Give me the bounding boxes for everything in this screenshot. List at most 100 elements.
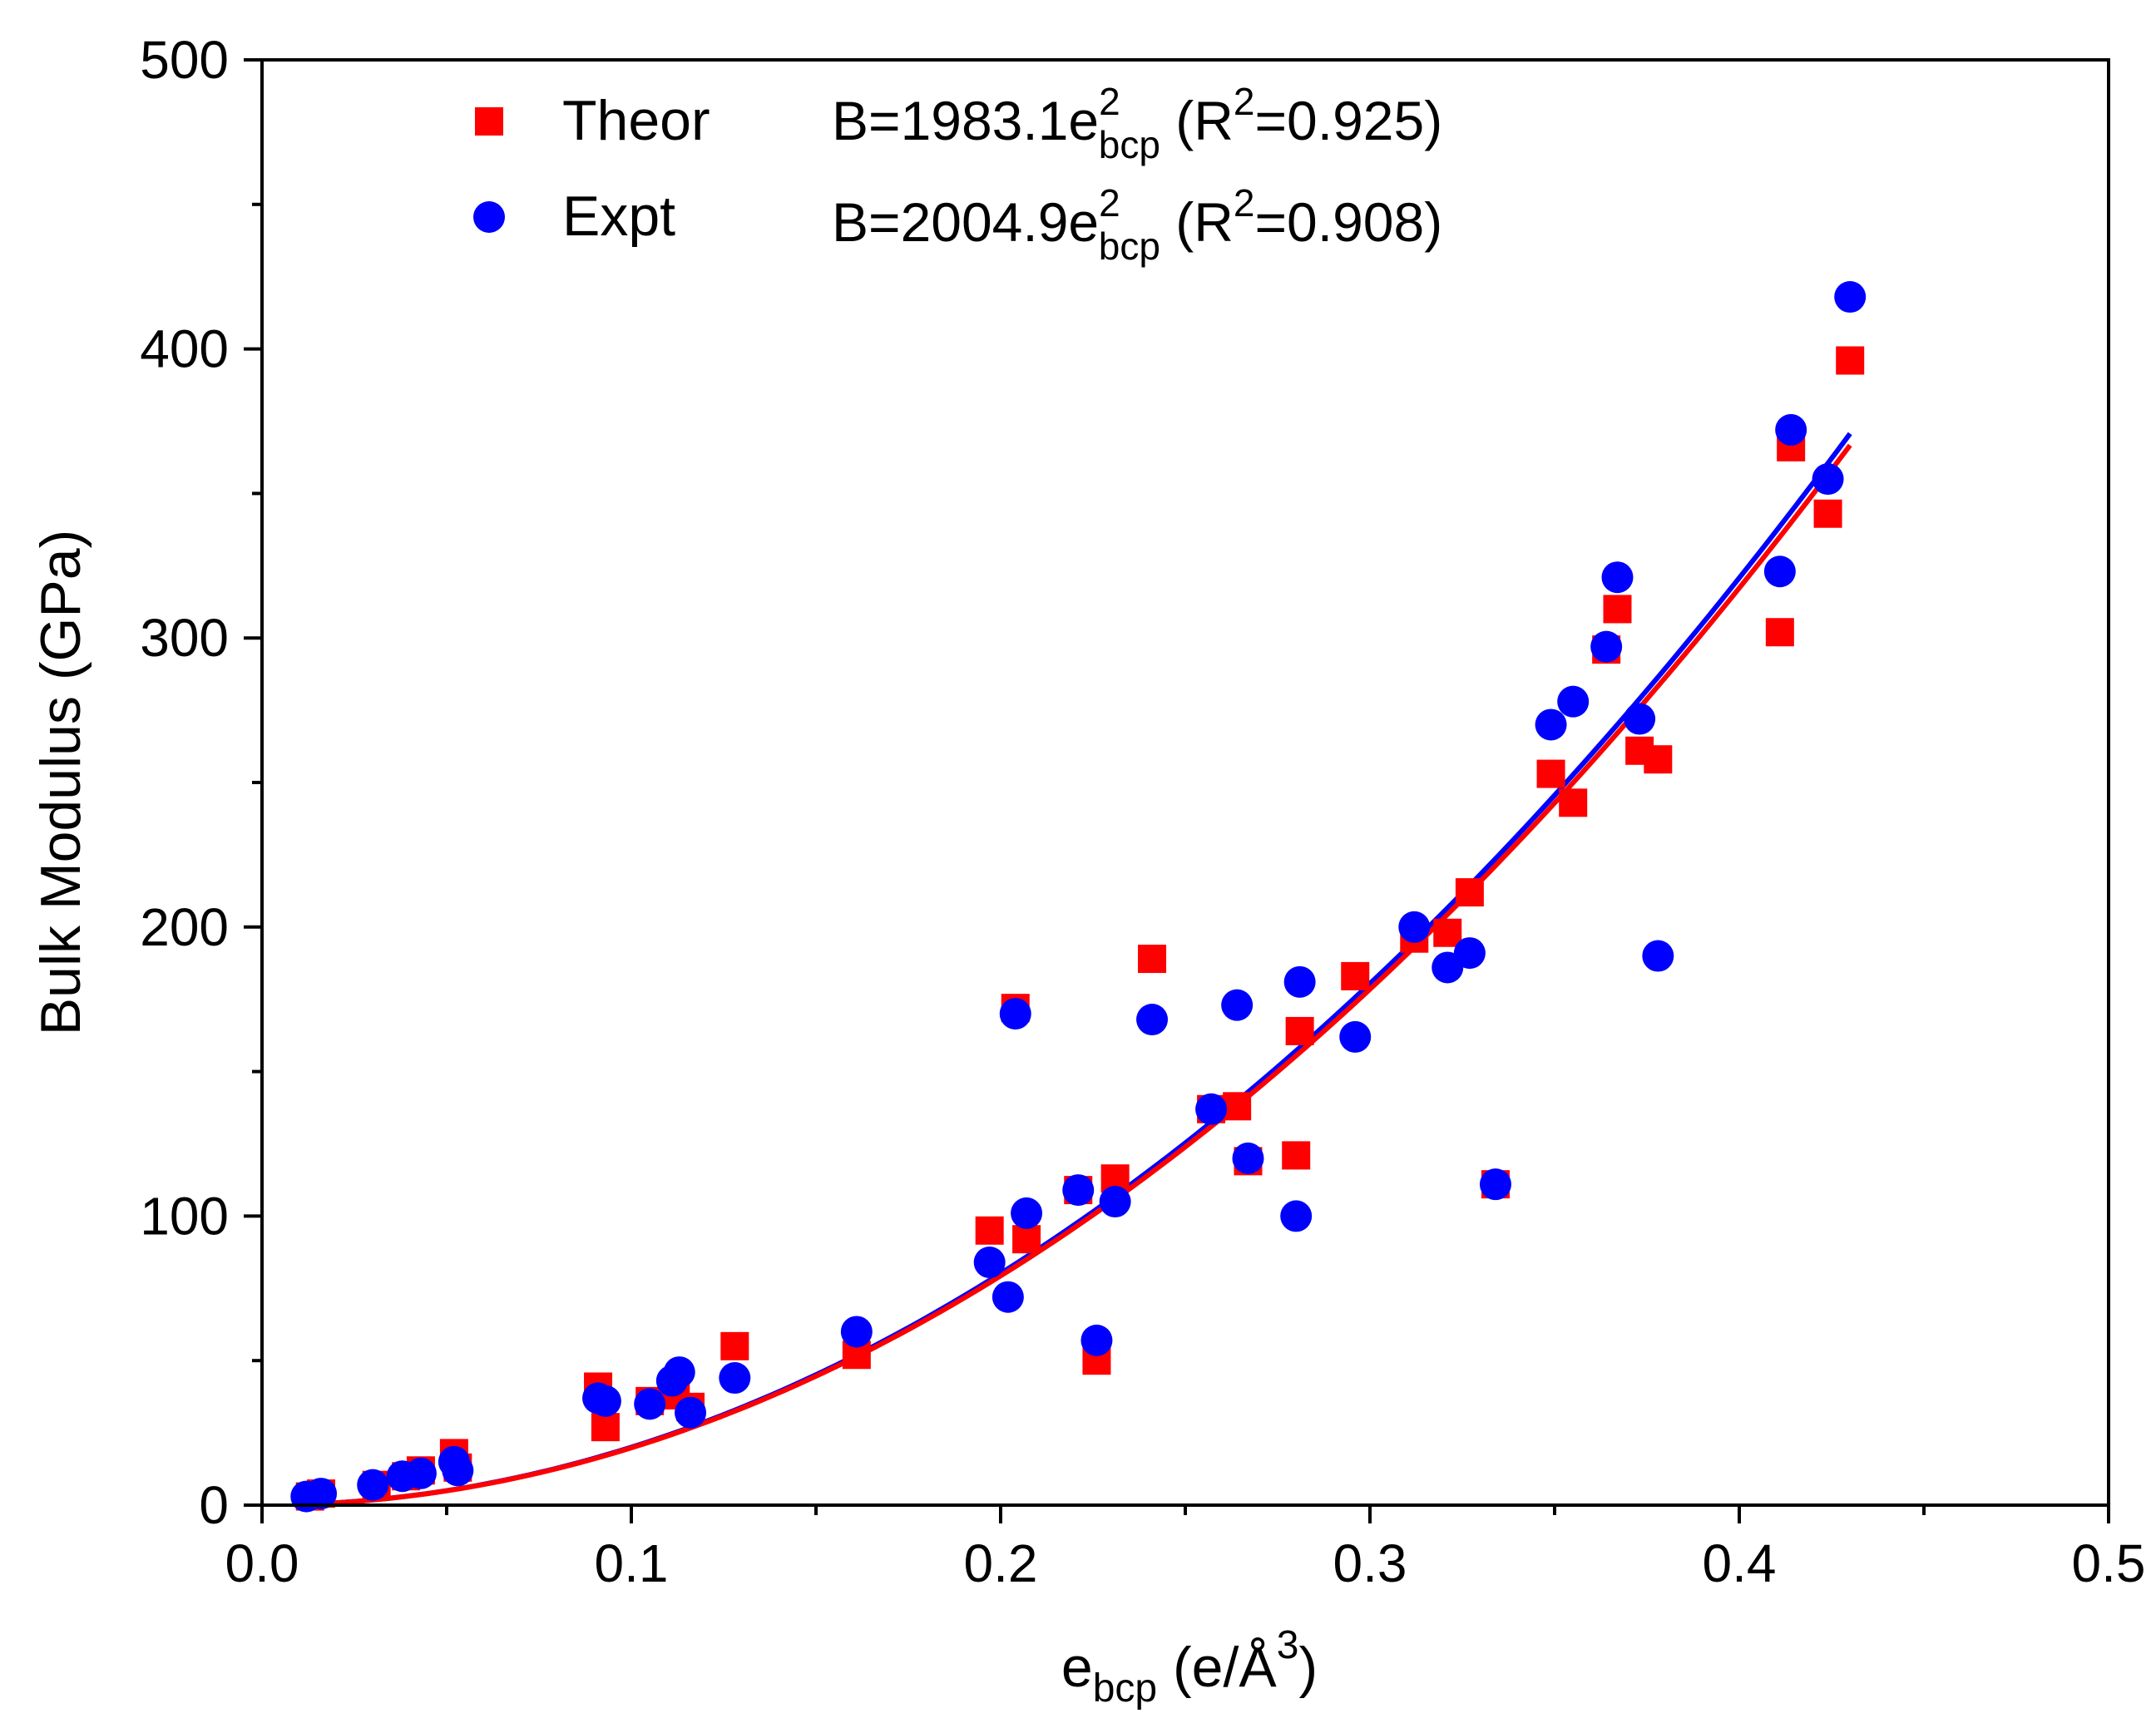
point-expt-25 (1232, 1142, 1264, 1174)
point-expt-22 (1136, 1004, 1169, 1036)
point-expt-33 (1535, 708, 1567, 741)
point-theor-16 (1012, 1225, 1041, 1254)
legend: Theor B=1983.1e2 bcp (R2=0.925)Expt B=2004.… (473, 80, 1442, 268)
point-expt-37 (1624, 703, 1656, 735)
fit-equation-prefix: B=2004.9e (832, 191, 1099, 253)
fit-equation-exponent: 2 (1099, 80, 1120, 123)
point-expt-6 (442, 1454, 474, 1487)
point-theor-36 (1644, 745, 1673, 774)
legend-label: Expt (562, 185, 675, 248)
point-expt-12 (675, 1396, 707, 1429)
fit-curve-theor (309, 443, 1852, 1507)
point-expt-8 (589, 1385, 621, 1417)
point-theor-32 (1559, 788, 1588, 817)
y-tick-label: 0 (199, 1475, 229, 1535)
point-expt-34 (1557, 685, 1590, 718)
fit-equation: B=1983.1e2 bcp (R2=0.925) (832, 80, 1442, 166)
point-theor-26 (1341, 961, 1370, 990)
point-theor-34 (1603, 595, 1632, 624)
legend-entry-theor: Theor B=1983.1e2 bcp (R2=0.925) (475, 80, 1442, 166)
y-tick-label: 500 (140, 30, 229, 90)
fit-equation-prefix: B=1983.1e (832, 90, 1099, 151)
point-expt-14 (840, 1316, 873, 1348)
x-axis-label-main: e (1061, 1636, 1093, 1699)
fit-equation-subscript: bcp (1099, 225, 1160, 268)
legend-entry-expt: Expt B=2004.9e2 bcp (R2=0.908) (473, 181, 1442, 268)
point-expt-32 (1479, 1168, 1511, 1201)
point-expt-36 (1601, 561, 1634, 594)
point-expt-23 (1195, 1093, 1228, 1125)
axes: 0.0 0.1 0.2 0.3 0.4 0.5 0 100 200 300 400 500 (140, 30, 2145, 1593)
point-theor-29 (1455, 878, 1484, 907)
point-theor-8 (591, 1413, 620, 1442)
point-theor-39 (1813, 499, 1842, 528)
point-expt-17 (999, 998, 1031, 1030)
point-theor-20 (1138, 945, 1167, 974)
point-expt-29 (1398, 911, 1431, 943)
axis-labels: ebcp (e/Å3) Bulk Modulus (GPa) (29, 530, 1318, 1711)
series-expt (290, 281, 1867, 1513)
x-axis-label-close: ) (1298, 1636, 1318, 1699)
y-tick-label: 200 (140, 897, 229, 957)
point-theor-25 (1285, 1016, 1314, 1045)
point-expt-15 (973, 1247, 1006, 1279)
point-expt-19 (1062, 1174, 1095, 1207)
fit-equation-r-exponent: 2 (1234, 181, 1255, 225)
plot-frame (260, 58, 2110, 1507)
y-tick-label: 100 (140, 1186, 229, 1246)
point-expt-16 (991, 1281, 1024, 1313)
point-theor-12 (720, 1331, 749, 1360)
y-tick-label: 300 (140, 608, 229, 668)
x-tick-label: 0.0 (225, 1533, 299, 1593)
fit-curve-expt (309, 432, 1852, 1507)
point-expt-28 (1339, 1020, 1372, 1053)
point-expt-41 (1812, 463, 1844, 496)
point-expt-27 (1283, 965, 1316, 998)
point-theor-31 (1536, 759, 1565, 788)
x-axis-label-unit: (e/Å (1157, 1636, 1277, 1699)
fit-equation-r-value: =0.925) (1254, 90, 1442, 151)
x-tick-label: 0.4 (1703, 1533, 1777, 1593)
fit-equation-r-value: =0.908) (1254, 191, 1442, 253)
point-expt-2 (357, 1469, 389, 1501)
x-tick-label: 0.2 (964, 1533, 1038, 1593)
point-expt-13 (719, 1362, 751, 1395)
point-theor-22 (1223, 1092, 1252, 1121)
point-expt-21 (1099, 1186, 1131, 1218)
point-expt-1 (305, 1478, 338, 1510)
x-axis-label: ebcp (e/Å3) (1061, 1623, 1318, 1711)
point-expt-38 (1642, 940, 1674, 972)
x-axis-label-sub: bcp (1093, 1666, 1157, 1711)
x-axis-label-sup: 3 (1277, 1623, 1299, 1667)
point-theor-37 (1765, 618, 1794, 647)
point-expt-39 (1763, 555, 1796, 588)
point-expt-42 (1834, 281, 1867, 314)
fit-equation: B=2004.9e2 bcp (R2=0.908) (832, 181, 1442, 268)
x-tick-label: 0.1 (595, 1533, 669, 1593)
fit-equation-r-exponent: 2 (1234, 80, 1255, 123)
fit-equation-subscript: bcp (1099, 123, 1160, 166)
legend-label: Theor (562, 89, 710, 152)
series-theor (295, 346, 1865, 1511)
fit-curves (309, 432, 1852, 1507)
point-theor-28 (1433, 918, 1462, 947)
x-tick-label: 0.5 (2072, 1533, 2146, 1593)
point-expt-20 (1080, 1324, 1113, 1356)
point-theor-14 (975, 1216, 1004, 1245)
point-expt-31 (1453, 937, 1486, 970)
point-theor-40 (1836, 346, 1865, 375)
legend-marker-square (475, 107, 503, 136)
point-expt-18 (1011, 1197, 1043, 1229)
data-points (290, 281, 1867, 1513)
fit-equation-r: (R (1160, 90, 1234, 151)
fit-equation-exponent: 2 (1099, 181, 1120, 225)
fit-equation-r: (R (1160, 191, 1234, 253)
point-expt-40 (1775, 413, 1807, 446)
point-expt-9 (634, 1388, 666, 1420)
legend-marker-circle (473, 201, 505, 233)
point-expt-11 (663, 1356, 695, 1389)
point-theor-24 (1282, 1141, 1311, 1170)
y-axis-label: Bulk Modulus (GPa) (29, 530, 92, 1035)
